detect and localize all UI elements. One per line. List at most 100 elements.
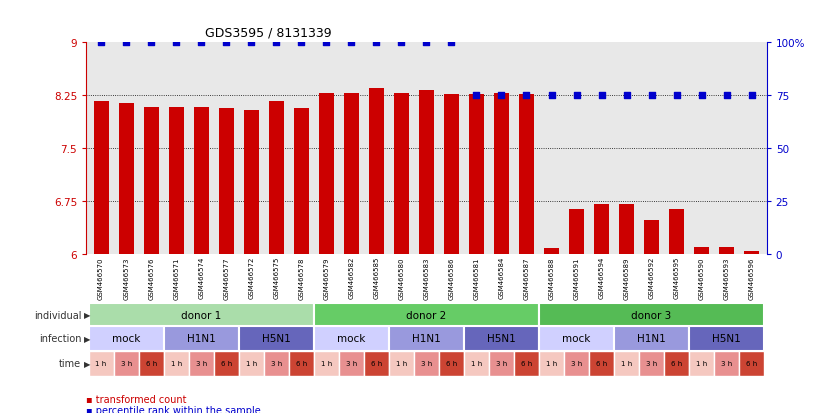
Bar bbox=[88, 326, 164, 351]
Point bbox=[619, 93, 632, 99]
Bar bbox=[164, 326, 238, 351]
Point bbox=[219, 40, 233, 47]
Point bbox=[469, 93, 482, 99]
Point bbox=[419, 40, 432, 47]
Text: GSM466570: GSM466570 bbox=[98, 256, 104, 299]
Bar bbox=[288, 351, 314, 376]
Bar bbox=[738, 351, 763, 376]
Text: mock: mock bbox=[337, 334, 365, 344]
Bar bbox=[514, 351, 538, 376]
Bar bbox=[688, 351, 713, 376]
Text: GSM466588: GSM466588 bbox=[548, 256, 554, 299]
Bar bbox=[388, 326, 464, 351]
Bar bbox=[88, 304, 314, 326]
Bar bbox=[364, 351, 388, 376]
Text: 3 h: 3 h bbox=[420, 361, 432, 366]
Text: ▪ percentile rank within the sample: ▪ percentile rank within the sample bbox=[86, 405, 260, 413]
Bar bbox=[314, 326, 388, 351]
Point bbox=[94, 40, 107, 47]
Text: GSM466579: GSM466579 bbox=[323, 256, 329, 299]
Text: time: time bbox=[59, 358, 81, 368]
Bar bbox=[518, 95, 533, 254]
Text: 1 h: 1 h bbox=[246, 361, 256, 366]
Text: infection: infection bbox=[38, 334, 81, 344]
Text: GSM466586: GSM466586 bbox=[448, 256, 454, 299]
Point bbox=[695, 93, 708, 99]
Text: 1 h: 1 h bbox=[170, 361, 182, 366]
Bar bbox=[694, 248, 708, 254]
Bar bbox=[393, 94, 409, 254]
Bar bbox=[169, 107, 183, 254]
Text: H1N1: H1N1 bbox=[636, 334, 665, 344]
Point bbox=[669, 93, 682, 99]
Point bbox=[344, 40, 357, 47]
Bar bbox=[164, 351, 188, 376]
Text: GSM466583: GSM466583 bbox=[423, 256, 429, 299]
Text: GSM466573: GSM466573 bbox=[123, 256, 129, 299]
Point bbox=[744, 93, 758, 99]
Bar bbox=[438, 351, 464, 376]
Bar bbox=[563, 351, 588, 376]
Bar bbox=[114, 351, 138, 376]
Text: GSM466584: GSM466584 bbox=[498, 256, 504, 299]
Bar bbox=[493, 94, 509, 254]
Bar bbox=[319, 94, 333, 254]
Text: 6 h: 6 h bbox=[520, 361, 532, 366]
Text: donor 3: donor 3 bbox=[631, 310, 671, 320]
Bar bbox=[464, 351, 488, 376]
Text: mock: mock bbox=[112, 334, 140, 344]
Text: H1N1: H1N1 bbox=[411, 334, 441, 344]
Point bbox=[569, 93, 582, 99]
Point bbox=[719, 93, 732, 99]
Bar bbox=[188, 351, 214, 376]
Text: GSM466589: GSM466589 bbox=[622, 256, 629, 299]
Text: GSM466577: GSM466577 bbox=[223, 256, 229, 299]
Text: GSM466575: GSM466575 bbox=[273, 256, 279, 299]
Bar bbox=[688, 326, 763, 351]
Bar bbox=[238, 326, 314, 351]
Text: ▶: ▶ bbox=[84, 359, 90, 368]
Text: 6 h: 6 h bbox=[595, 361, 606, 366]
Text: ▶: ▶ bbox=[84, 311, 90, 319]
Text: GSM466581: GSM466581 bbox=[473, 256, 479, 299]
Bar bbox=[388, 351, 414, 376]
Text: GSM466578: GSM466578 bbox=[298, 256, 304, 299]
Bar bbox=[593, 205, 609, 254]
Bar bbox=[443, 95, 459, 254]
Text: 3 h: 3 h bbox=[645, 361, 656, 366]
Bar bbox=[369, 89, 383, 254]
Bar bbox=[588, 351, 613, 376]
Text: donor 1: donor 1 bbox=[181, 310, 221, 320]
Point bbox=[519, 93, 532, 99]
Bar bbox=[668, 210, 683, 254]
Text: 1 h: 1 h bbox=[470, 361, 482, 366]
Bar bbox=[138, 351, 164, 376]
Text: GSM466585: GSM466585 bbox=[373, 256, 379, 299]
Text: 6 h: 6 h bbox=[745, 361, 757, 366]
Point bbox=[394, 40, 407, 47]
Point bbox=[144, 40, 157, 47]
Bar bbox=[269, 102, 283, 254]
Text: 3 h: 3 h bbox=[720, 361, 731, 366]
Text: GSM466572: GSM466572 bbox=[248, 256, 254, 299]
Bar bbox=[618, 205, 633, 254]
Text: 1 h: 1 h bbox=[620, 361, 631, 366]
Text: GSM466574: GSM466574 bbox=[198, 256, 204, 299]
Text: H5N1: H5N1 bbox=[261, 334, 290, 344]
Bar bbox=[238, 351, 264, 376]
Point bbox=[170, 40, 183, 47]
Text: 1 h: 1 h bbox=[396, 361, 406, 366]
Point bbox=[120, 40, 133, 47]
Bar bbox=[293, 109, 309, 254]
Text: 3 h: 3 h bbox=[570, 361, 581, 366]
Bar bbox=[568, 210, 583, 254]
Text: 1 h: 1 h bbox=[320, 361, 332, 366]
Text: GSM466582: GSM466582 bbox=[348, 256, 354, 299]
Text: GSM466593: GSM466593 bbox=[723, 256, 729, 299]
Bar bbox=[718, 247, 733, 254]
Text: GSM466571: GSM466571 bbox=[173, 256, 179, 299]
Text: ▪ transformed count: ▪ transformed count bbox=[86, 394, 187, 404]
Text: GSM466590: GSM466590 bbox=[698, 256, 704, 299]
Text: 3 h: 3 h bbox=[346, 361, 356, 366]
Bar bbox=[663, 351, 688, 376]
